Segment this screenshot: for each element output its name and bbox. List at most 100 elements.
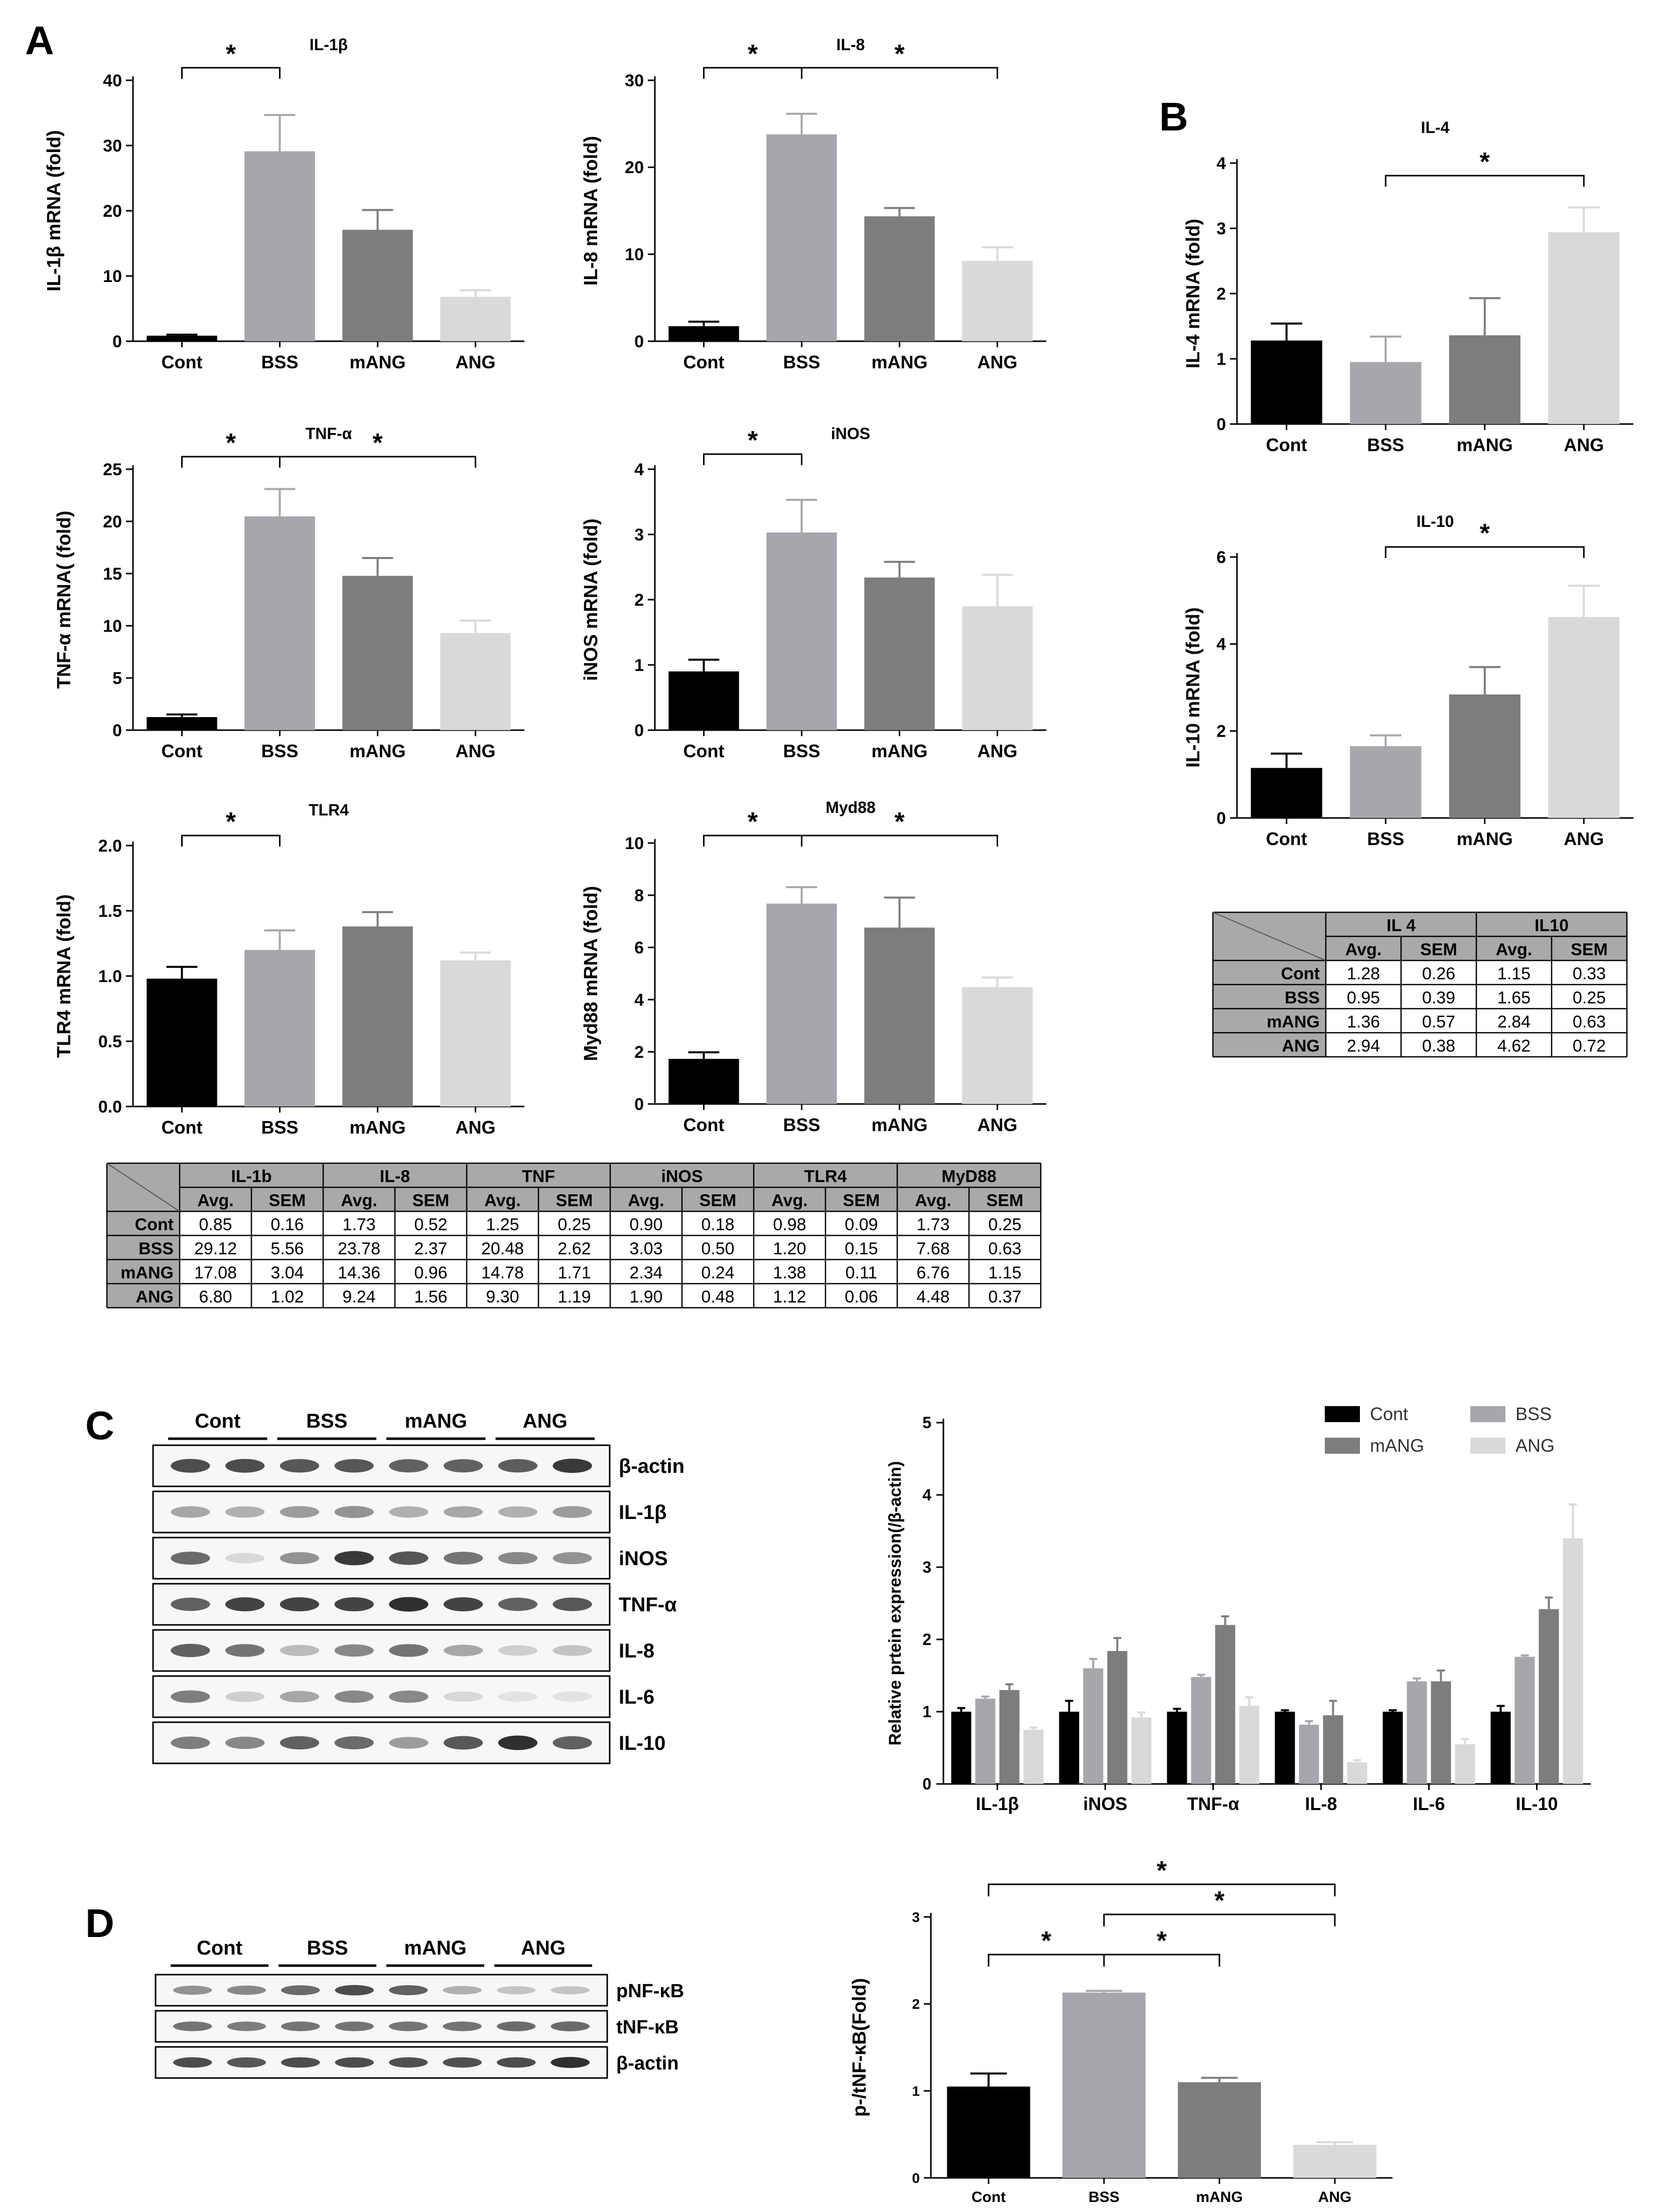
myd88-category-label: BSS xyxy=(783,1115,820,1135)
protein-bar-mang xyxy=(999,1690,1020,1784)
tnf-title: TNF-α xyxy=(306,425,352,443)
tableA-cell: 1.73 xyxy=(916,1215,949,1234)
il1b-y-tick-label: 30 xyxy=(103,136,122,156)
tableB-cell: 0.72 xyxy=(1573,1036,1606,1055)
il1b-bar-ang xyxy=(440,297,511,341)
protein-legend-label-cont: Cont xyxy=(1370,1404,1408,1424)
tableA-cell: 6.76 xyxy=(916,1263,949,1282)
blot-c-band xyxy=(443,1552,483,1565)
tableA-cell: 0.85 xyxy=(199,1215,232,1234)
il10-title: IL-10 xyxy=(1417,512,1454,530)
tnf-bar-ang xyxy=(440,633,511,730)
blot-c-band xyxy=(443,1506,483,1518)
blot-c-band xyxy=(498,1735,538,1750)
tableA-cell: 4.48 xyxy=(916,1287,949,1306)
inos-y-tick-label: 1 xyxy=(634,656,644,675)
tableB-group-header: IL10 xyxy=(1535,916,1569,935)
inos-bar-mang xyxy=(864,577,935,730)
tableB-cell: 1.28 xyxy=(1347,964,1380,983)
panel-label-b: B xyxy=(1159,94,1188,139)
nfkb-significance-star: * xyxy=(1157,1926,1167,1956)
tableA-sub-header: SEM xyxy=(987,1191,1024,1210)
blot-c-band xyxy=(280,1597,320,1612)
tableA-cell: 1.20 xyxy=(773,1239,806,1258)
blot-d-row-label: tNF-κB xyxy=(616,2017,679,2038)
protein-bar-cont xyxy=(1167,1712,1187,1784)
tableA-group-header: iNOS xyxy=(661,1167,703,1186)
il4-y-tick-label: 0 xyxy=(1216,415,1226,434)
protein-category-label: IL-6 xyxy=(1413,1793,1445,1814)
tableB-cell: 0.25 xyxy=(1573,988,1606,1007)
myd88-title: Myd88 xyxy=(825,798,876,816)
tnf-bar-bss xyxy=(244,516,315,730)
tlr4-significance-bracket xyxy=(181,835,281,847)
tableA-cell: 20.48 xyxy=(481,1239,524,1258)
blot-c-row-label: β-actin xyxy=(619,1455,684,1477)
tableA-cell: 1.15 xyxy=(988,1263,1021,1282)
protein-bar-mang xyxy=(1323,1715,1343,1784)
blot-c-band xyxy=(225,1506,265,1518)
il10-significance-bracket xyxy=(1385,546,1585,558)
blot-d-band xyxy=(335,1985,374,1996)
inos-y-tick-label: 4 xyxy=(634,460,644,479)
inos-y-tick-label: 0 xyxy=(634,721,644,740)
tableA-sub-header: Avg. xyxy=(484,1191,520,1210)
tableA-row-label: mANG xyxy=(120,1263,174,1282)
il10-category-label: Cont xyxy=(1266,828,1307,849)
blot-c-band xyxy=(334,1597,374,1612)
tableA-group-header: TLR4 xyxy=(804,1167,847,1186)
blot-d-band xyxy=(550,2057,590,2068)
blot-c-band xyxy=(280,1506,320,1518)
il4-category-label: Cont xyxy=(1266,435,1307,455)
blot-c-band xyxy=(389,1551,429,1565)
il10-bar-bss xyxy=(1350,746,1422,818)
protein-y-tick-label: 0 xyxy=(922,1775,931,1793)
tableA-sub-header: SEM xyxy=(700,1191,737,1210)
protein-legend-label-ang: ANG xyxy=(1515,1435,1555,1456)
tableB-cell: 0.95 xyxy=(1347,988,1380,1007)
tnf-y-tick-label: 25 xyxy=(103,460,122,479)
blot-d-band xyxy=(497,1986,536,1995)
blot-c-band xyxy=(443,1736,483,1750)
tableB-row-label: ANG xyxy=(1282,1036,1320,1055)
myd88-y-tick-label: 8 xyxy=(634,886,644,905)
protein-bar-bss xyxy=(1407,1681,1427,1784)
il8-significance-star: * xyxy=(894,40,905,69)
tableA-cell: 1.02 xyxy=(270,1287,304,1306)
tableA-cell: 0.98 xyxy=(773,1215,806,1234)
protein-y-tick-label: 2 xyxy=(922,1630,931,1648)
il8-y-tick-label: 10 xyxy=(625,245,644,264)
panel-label-c: C xyxy=(85,1403,114,1448)
tnf-y-tick-label: 10 xyxy=(103,617,122,636)
tableA-cell: 9.24 xyxy=(342,1287,375,1306)
tnf-category-label: mANG xyxy=(349,741,405,761)
tnf-category-label: BSS xyxy=(261,741,298,761)
il8-bar-ang xyxy=(962,260,1033,341)
protein-bar-ang xyxy=(1131,1717,1152,1784)
myd88-y-tick-label: 6 xyxy=(634,938,644,957)
tableA-cell: 0.25 xyxy=(558,1215,591,1234)
il4-y-axis-label: IL-4 mRNA (fold) xyxy=(1183,219,1204,368)
tableA-cell: 1.71 xyxy=(558,1263,591,1282)
tlr4-category-label: BSS xyxy=(261,1117,298,1138)
tableA-cell: 0.63 xyxy=(988,1239,1021,1258)
tlr4-y-tick-label: 0.5 xyxy=(98,1032,122,1051)
protein-bar-cont xyxy=(1490,1712,1511,1784)
tableA-cell: 3.04 xyxy=(270,1263,304,1282)
blot-c-band xyxy=(443,1691,483,1702)
tableA-cell: 1.12 xyxy=(773,1287,806,1306)
tableA-cell: 1.90 xyxy=(629,1287,662,1306)
blot-c-band xyxy=(443,1597,483,1612)
tableB-cell: 0.63 xyxy=(1573,1012,1606,1031)
il10-bar-cont xyxy=(1251,768,1322,818)
il1b-y-tick-label: 20 xyxy=(103,202,122,221)
tnf-bar-mang xyxy=(342,576,413,730)
protein-bar-cont xyxy=(951,1712,972,1784)
blot-d-band xyxy=(497,2057,536,2068)
blot-d-strip xyxy=(155,1974,608,2007)
blot-c-band xyxy=(389,1690,429,1703)
tlr4-bar-bss xyxy=(244,950,315,1107)
protein-y-tick-label: 3 xyxy=(922,1558,931,1576)
tableA-row-label: BSS xyxy=(139,1239,174,1258)
blot-c-band xyxy=(552,1691,592,1702)
